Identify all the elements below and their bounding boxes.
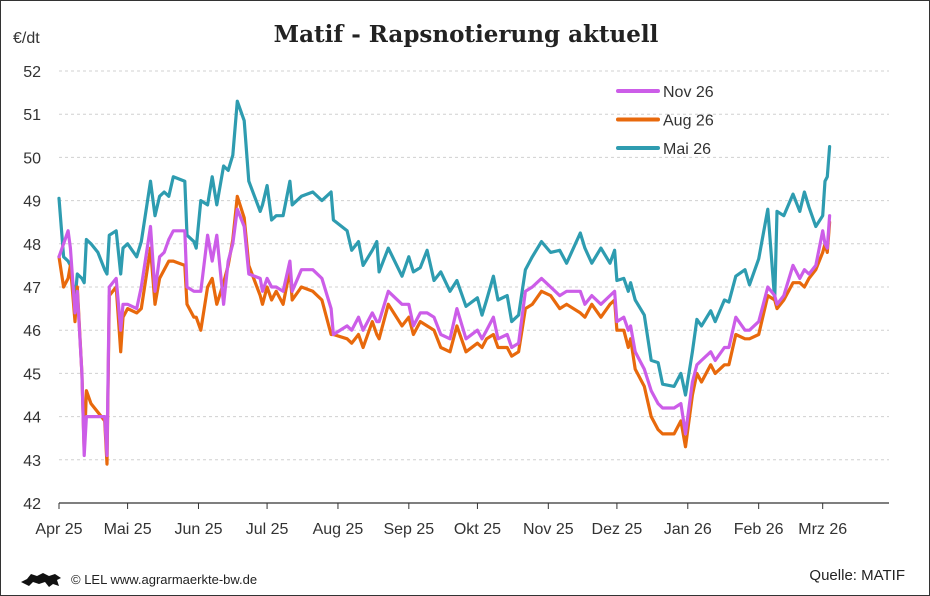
x-tick-label: Nov 25 bbox=[523, 521, 574, 538]
y-tick-label: 48 bbox=[23, 237, 41, 254]
footer-credit: © LEL www.agrarmaerkte-bw.de bbox=[19, 570, 257, 588]
y-axis-unit: €/dt bbox=[13, 30, 40, 47]
x-tick-label: Aug 25 bbox=[313, 521, 364, 538]
legend-label: Nov 26 bbox=[663, 84, 714, 101]
legend: Nov 26 Aug 26 Mai 26 bbox=[616, 84, 714, 158]
x-tick-label: Okt 25 bbox=[454, 521, 501, 538]
y-tick-label: 51 bbox=[23, 107, 41, 124]
x-tick-label: Dez 25 bbox=[592, 521, 643, 538]
x-tick-label: Feb 26 bbox=[734, 521, 784, 538]
series-line-nov-26 bbox=[57, 207, 832, 458]
x-tick-label: Sep 25 bbox=[383, 521, 434, 538]
y-tick-label: 44 bbox=[23, 410, 41, 427]
y-tick-label: 50 bbox=[23, 150, 41, 167]
series-line-mai-26 bbox=[57, 99, 832, 397]
x-tick-label: Apr 25 bbox=[35, 521, 82, 538]
x-tick-label: Mai 25 bbox=[104, 521, 152, 538]
y-tick-label: 45 bbox=[23, 366, 41, 383]
y-tick-label: 43 bbox=[23, 453, 41, 470]
lion-icon bbox=[21, 573, 61, 587]
series-lines bbox=[57, 99, 832, 466]
chart-title: Matif - Rapsnotierung aktuell bbox=[273, 21, 659, 48]
y-tick-label: 46 bbox=[23, 323, 41, 340]
x-tick-label: Jul 25 bbox=[246, 521, 289, 538]
y-tick-label: 49 bbox=[23, 194, 41, 211]
credit-text: © LEL www.agrarmaerkte-bw.de bbox=[71, 571, 258, 587]
x-tick-label: Mrz 26 bbox=[798, 521, 847, 538]
series-line-aug-26 bbox=[57, 194, 832, 466]
x-axis: Apr 25 Mai 25 Jun 25 Jul 25 Aug 25 Sep 25 Okt … bbox=[35, 502, 889, 538]
legend-label: Aug 26 bbox=[663, 113, 714, 130]
source-text: Quelle: MATIF bbox=[809, 567, 905, 584]
x-tick-label: Jun 25 bbox=[174, 521, 222, 538]
x-tick-label: Jan 26 bbox=[664, 521, 712, 538]
y-tick-label: 52 bbox=[23, 64, 41, 81]
y-axis: 42 43 44 45 46 47 48 49 50 51 52 bbox=[23, 64, 41, 513]
legend-label: Mai 26 bbox=[663, 141, 711, 158]
y-tick-label: 47 bbox=[23, 280, 41, 297]
y-tick-label: 42 bbox=[23, 496, 41, 513]
